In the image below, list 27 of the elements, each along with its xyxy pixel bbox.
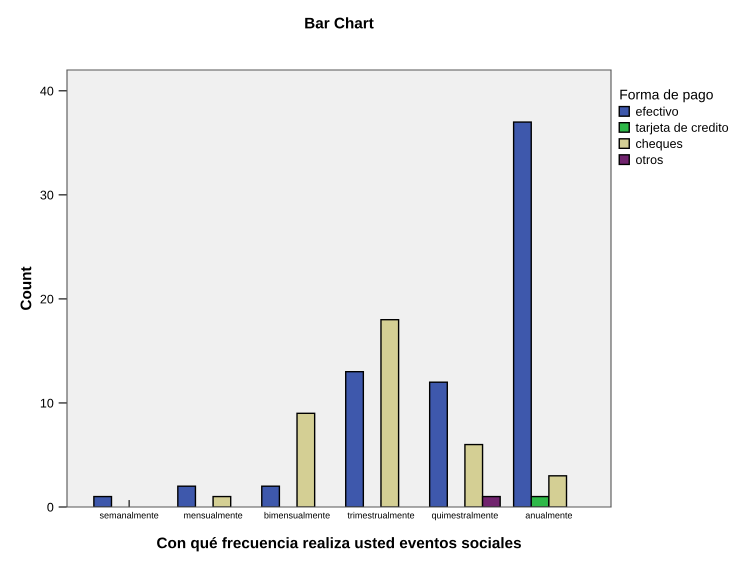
x-tick-label: semanalmente bbox=[100, 512, 158, 518]
bar bbox=[177, 485, 196, 507]
bar bbox=[296, 412, 316, 507]
y-tick-label: 30 bbox=[40, 190, 54, 200]
bar bbox=[261, 485, 280, 507]
bar bbox=[380, 319, 400, 507]
legend-label: otros bbox=[636, 156, 663, 164]
x-tick-label: mensualmente bbox=[184, 512, 242, 518]
x-tick-label: bimensualmente bbox=[264, 512, 330, 518]
y-tick-label: 0 bbox=[47, 502, 54, 512]
legend-title: Forma de pago bbox=[620, 89, 713, 102]
x-tick-label: quimestralmente bbox=[432, 512, 498, 520]
legend-label: tarjeta de credito bbox=[636, 122, 728, 134]
y-axis-title: Count bbox=[20, 266, 32, 310]
y-tick-label: 20 bbox=[40, 294, 54, 304]
chart-title: Bar Chart bbox=[305, 17, 374, 28]
x-tick-label: trimestrualmente bbox=[348, 512, 414, 518]
y-tick-label: 10 bbox=[40, 398, 54, 408]
bar bbox=[93, 496, 112, 507]
legend-label: efectivo bbox=[636, 106, 678, 116]
x-axis-title: Con qué frecuencia realiza usted eventos sociales bbox=[157, 536, 521, 552]
bar bbox=[212, 496, 232, 507]
bar bbox=[345, 371, 364, 507]
x-tick-label: anualmente bbox=[526, 512, 572, 518]
legend-label: cheques bbox=[636, 138, 682, 150]
bar bbox=[428, 381, 448, 507]
y-tick-label: 40 bbox=[40, 86, 54, 96]
